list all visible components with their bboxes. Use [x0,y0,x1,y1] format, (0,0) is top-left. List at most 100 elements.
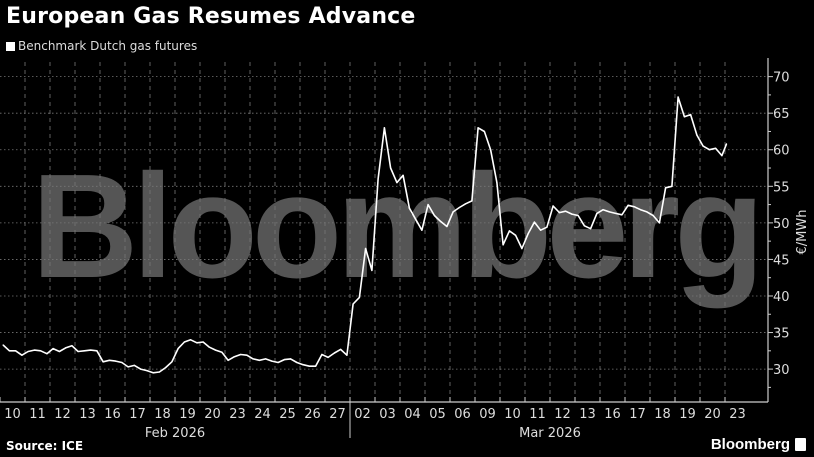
data-point [458,206,460,209]
data-point [346,354,348,356]
data-point [396,182,398,184]
data-point [690,114,692,116]
x-tick-label: 11 [29,407,46,422]
chart-title: European Gas Resumes Advance [6,4,416,29]
y-tick-label: 55 [773,180,790,195]
x-tick-label: 05 [429,407,446,422]
data-point [152,372,154,374]
data-point [77,350,79,353]
brand-logo: Bloomberg [711,436,806,453]
data-point [521,247,523,250]
data-point [608,211,611,213]
data-point [233,356,235,358]
data-point [108,359,110,361]
data-point [502,244,504,246]
y-axis-label: €/MWh [795,210,810,255]
data-point [196,342,198,344]
legend: Benchmark Dutch gas futures [6,39,197,53]
data-point [327,356,329,358]
x-tick-label: 17 [129,407,146,422]
data-point [265,358,267,360]
x-tick-label: 19 [179,407,196,422]
data-point [190,339,192,341]
x-tick-label: 18 [154,407,171,422]
y-tick-label: 65 [773,107,790,122]
data-point [483,130,485,133]
data-point [290,358,292,360]
data-point [321,353,323,356]
data-point [65,347,67,349]
data-point [465,203,467,205]
data-point [427,204,429,206]
data-point [96,350,98,352]
data-point [708,149,711,151]
data-point [146,370,148,372]
x-tick-label: 23 [729,407,746,422]
data-point [583,225,586,227]
data-point [208,346,210,348]
data-point [40,350,42,352]
data-point [496,182,498,184]
data-point [671,185,673,187]
data-point [377,178,379,180]
data-point [83,350,85,352]
data-point [365,247,367,250]
data-point [527,233,529,235]
data-point [171,361,173,363]
x-tick-label: 12 [54,407,71,422]
x-tick-label: 16 [104,407,121,422]
data-point [415,218,417,220]
x-tick-label: 03 [379,407,396,422]
data-point [46,353,48,355]
x-tick-label: 27 [329,407,346,422]
y-tick-label: 60 [773,144,790,159]
data-point [490,149,492,151]
data-point [240,353,242,356]
data-point [565,210,567,212]
data-point [246,354,248,356]
legend-swatch [6,41,15,51]
data-point [577,214,579,217]
y-tick-label: 50 [773,217,790,232]
data-point [127,366,129,368]
data-point [702,145,704,147]
x-month-label: Mar 2026 [519,426,581,441]
x-month-label: Feb 2026 [145,426,205,441]
data-point [58,350,61,353]
data-point [646,211,648,213]
x-tick-label: 10 [504,407,521,422]
data-point [471,200,473,202]
x-tick-label: 12 [554,407,571,422]
data-point [721,155,723,157]
data-point [252,358,254,360]
x-tick-label: 06 [454,407,471,422]
legend-label: Benchmark Dutch gas futures [18,39,198,53]
data-point [15,350,17,352]
data-point [115,360,117,362]
data-point [340,348,342,350]
data-point [302,364,304,366]
data-point [333,352,335,354]
x-tick-label: 02 [354,407,371,422]
watermark: Bloomberg [31,144,758,309]
data-point [296,361,298,364]
y-tick-label: 40 [773,290,790,305]
source-note: Source: ICE [6,439,84,453]
data-point [725,143,728,145]
data-point [133,364,135,366]
data-point [27,350,29,353]
data-point [358,296,360,298]
data-point [590,228,592,230]
data-point [202,341,204,343]
data-point [183,341,185,343]
data-point [421,229,423,231]
data-point [52,348,54,350]
data-point [640,209,642,211]
data-point [677,96,679,98]
data-point [615,212,617,214]
x-tick-label: 11 [529,407,546,422]
data-point [440,220,442,222]
data-point [21,354,23,356]
x-tick-label: 17 [629,407,646,422]
data-point [390,167,392,169]
